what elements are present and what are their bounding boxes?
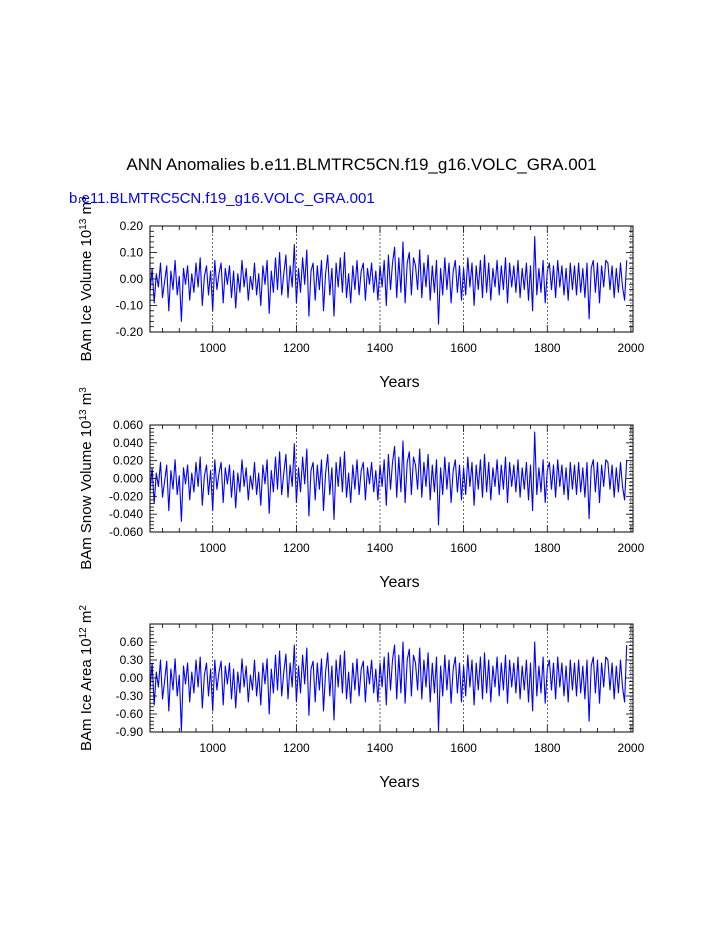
panel-2-y-axis-label-superscript: 3 <box>78 387 89 393</box>
panel-1-y-axis-label-part: BAm Ice Volume 10 <box>78 230 95 362</box>
panel-3-x-tick-label: 1400 <box>367 741 394 755</box>
panel-1-x-tick-label: 1200 <box>283 341 310 355</box>
panel-3-y-axis-label-part: BAm Ice Area 10 <box>78 638 95 751</box>
panel-2-y-axis-label-part: BAm Snow Volume 10 <box>78 421 95 570</box>
figure-subtitle: b.e11.BLMTRC5CN.f19_g16.VOLC_GRA.001 <box>69 190 375 207</box>
panel-1-y-axis-label-superscript: 13 <box>78 218 89 230</box>
panel-3-y-tick-label: -0.60 <box>116 707 144 721</box>
panel-2-x-tick-label: 2000 <box>618 541 645 555</box>
panel-1-y-tick-label: -0.20 <box>116 325 144 339</box>
panel-3-y-tick-label: 0.30 <box>120 653 144 667</box>
panel-3-y-tick-label: 0.60 <box>120 635 144 649</box>
panel-1-y-tick-label: 0.20 <box>120 219 144 233</box>
panel-1-x-tick-label: 2000 <box>618 341 645 355</box>
panel-3-x-tick-label: 1000 <box>199 741 226 755</box>
panel-2-y-axis-label-part: m <box>78 393 95 410</box>
panel-1-y-tick-label: 0.10 <box>120 246 144 260</box>
panel-2-y-tick-label: -0.060 <box>109 525 143 539</box>
panel-3-y-tick-label: -0.30 <box>116 689 144 703</box>
panel-3-y-tick-label: -0.90 <box>116 725 144 739</box>
panel-2-x-tick-label: 1000 <box>199 541 226 555</box>
panel-3-x-axis-label: Years <box>379 774 419 791</box>
panel-2-y-tick-label: 0.060 <box>113 418 143 432</box>
panel-1-series-line <box>149 236 628 325</box>
panel-1-y-axis-label: BAm Ice Volume 1013 m3 <box>78 196 96 362</box>
panel-3-y-tick-label: 0.00 <box>120 671 144 685</box>
panel-3-x-tick-label: 1600 <box>450 741 477 755</box>
panel-3-series-line <box>149 641 628 732</box>
panel-2-y-axis-label: BAm Snow Volume 1013 m3 <box>78 387 96 570</box>
panel-2-y-tick-label: 0.020 <box>113 454 143 468</box>
panel-3-y-axis-label: BAm Ice Area 1012 m2 <box>78 605 96 751</box>
panel-3-y-axis-label-part: m <box>78 611 95 628</box>
panel-1-y-tick-label: 0.00 <box>120 272 144 286</box>
panel-2-y-tick-label: -0.020 <box>109 489 143 503</box>
panel-2-y-tick-label: -0.040 <box>109 507 143 521</box>
panel-1-x-tick-label: 1800 <box>534 341 561 355</box>
figure-title: ANN Anomalies b.e11.BLMTRC5CN.f19_g16.VO… <box>126 155 597 174</box>
panel-1-y-tick-label: -0.10 <box>116 299 144 313</box>
panel-3-y-axis-label-superscript: 2 <box>78 605 89 611</box>
panel-1-x-tick-label: 1400 <box>367 341 394 355</box>
panel-3-x-tick-label: 2000 <box>618 741 645 755</box>
panel-1-x-tick-label: 1600 <box>450 341 477 355</box>
panel-3-x-tick-label: 1800 <box>534 741 561 755</box>
panel-1-y-axis-label-superscript: 3 <box>78 196 89 202</box>
panel-2-y-tick-label: 0.000 <box>113 472 143 486</box>
panel-2-y-tick-label: 0.040 <box>113 436 143 450</box>
panel-2-x-tick-label: 1400 <box>367 541 394 555</box>
panel-3-x-tick-label: 1200 <box>283 741 310 755</box>
panel-2-x-tick-label: 1600 <box>450 541 477 555</box>
panel-2-x-tick-label: 1200 <box>283 541 310 555</box>
panel-2-x-tick-label: 1800 <box>534 541 561 555</box>
panel-2-x-axis-label: Years <box>379 574 419 591</box>
panel-1-y-axis-label-part: m <box>78 202 95 219</box>
panel-1-x-axis-label: Years <box>379 374 419 391</box>
panel-2-series-line <box>149 431 628 526</box>
panel-3-y-axis-label-superscript: 12 <box>78 627 89 639</box>
panel-2-y-axis-label-superscript: 13 <box>78 409 89 421</box>
panel-1-x-tick-label: 1000 <box>199 341 226 355</box>
